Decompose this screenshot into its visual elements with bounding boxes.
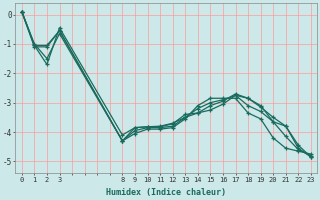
X-axis label: Humidex (Indice chaleur): Humidex (Indice chaleur) (106, 188, 226, 197)
